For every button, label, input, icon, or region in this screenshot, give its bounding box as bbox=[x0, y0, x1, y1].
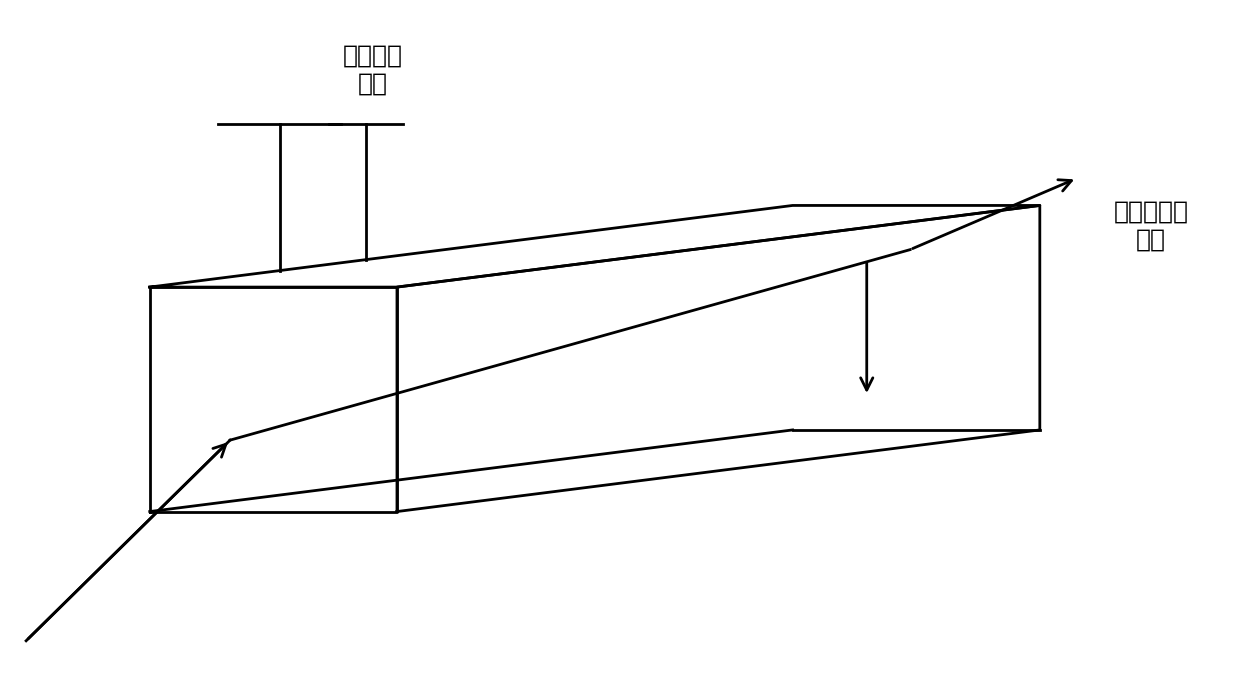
Text: 外加电场
方向: 外加电场 方向 bbox=[342, 44, 403, 96]
Text: 光信号传输
方向: 光信号传输 方向 bbox=[1114, 200, 1188, 252]
